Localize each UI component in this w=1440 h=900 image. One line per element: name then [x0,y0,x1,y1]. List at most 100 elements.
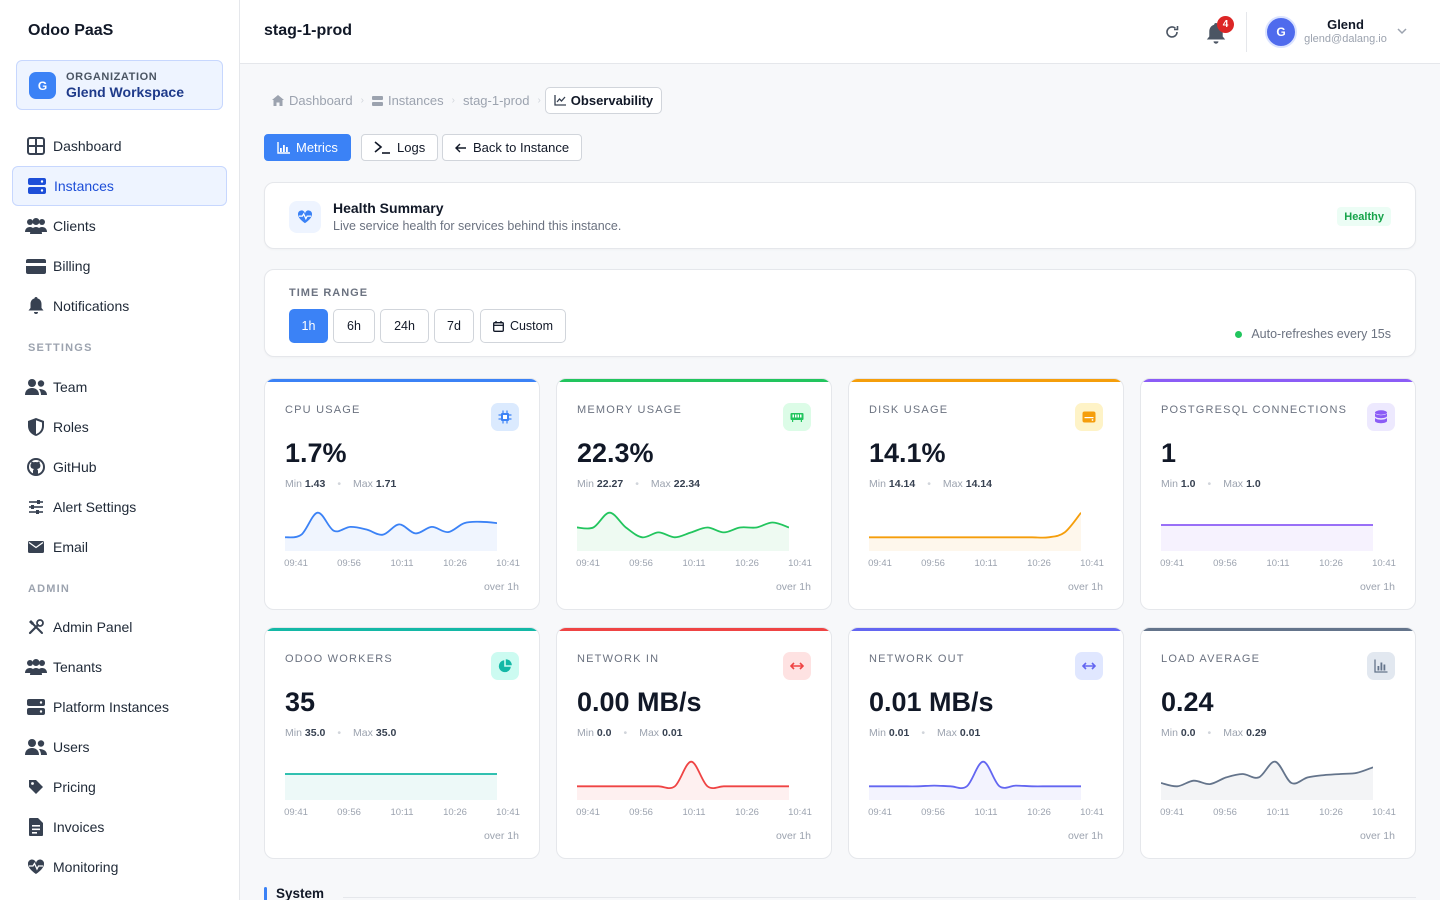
auto-refresh-label: Auto-refreshes every 15s [1251,327,1391,341]
breadcrumb-dashboard[interactable]: Dashboard [264,87,361,114]
min-label: Min [1161,478,1178,490]
sidebar-item-dashboard[interactable]: Dashboard [12,126,227,166]
health-subtitle: Live service health for services behind … [333,219,622,233]
sparkline-area [285,774,497,800]
breadcrumb-observability: Observability [544,87,663,114]
sidebar-item-github[interactable]: GitHub [12,447,227,487]
sparkline-chart [1161,760,1373,800]
team-icon [25,376,47,398]
custom-label: Custom [509,319,554,333]
tab-label: Metrics [296,140,338,155]
card-accent-bar [849,379,1123,382]
metric-min-max: Min 0.01 • Max 0.01 [869,727,980,739]
notification-count-badge: 4 [1217,16,1234,33]
breadcrumb-instance[interactable]: stag-1-prod [455,87,537,114]
users-icon [25,215,47,237]
time-range-24h[interactable]: 24h [380,309,429,343]
min-label: Min [869,727,886,739]
sidebar-item-label: Monitoring [53,859,119,875]
tag-icon [25,776,47,798]
sparkline-area [869,761,1081,800]
sidebar-item-label: Instances [54,178,114,194]
refresh-button[interactable] [1160,20,1184,44]
max-value: 14.14 [965,478,993,490]
metric-value: 22.3% [577,438,654,468]
sidebar-item-alert-settings[interactable]: Alert Settings [12,487,227,527]
x-tick-label: 10:41 [1080,807,1104,818]
sidebar-item-clients[interactable]: Clients [12,206,227,246]
separator-dot: • [1207,727,1212,739]
metric-title: DISK USAGE [869,404,949,416]
x-tick-label: 10:11 [974,807,998,818]
organization-switcher[interactable]: G ORGANIZATION Glend Workspace [16,60,223,110]
breadcrumb-instances[interactable]: Instances [364,87,452,114]
shield-icon [25,416,47,438]
metric-card-load-average: LOAD AVERAGE 0.24 Min 0.0 • Max 0.29 09:41 09:56… [1140,627,1416,859]
max-label: Max [942,478,963,490]
sidebar-item-team[interactable]: Team [12,367,227,407]
sidebar-item-pricing[interactable]: Pricing [12,767,227,807]
server-icon [26,175,48,197]
notifications-button[interactable]: 4 [1204,16,1234,46]
sidebar-item-tenants[interactable]: Tenants [12,647,227,687]
section-header-system: System [264,886,324,900]
time-range-7d[interactable]: 7d [434,309,474,343]
team-icon [25,736,47,758]
button-label: Back to Instance [473,140,570,155]
sidebar-item-invoices[interactable]: Invoices [12,807,227,847]
max-label: Max [353,727,373,739]
topbar: stag-1-prod 4 G Glend glend@dalang.io [240,0,1440,64]
tab-metrics[interactable]: Metrics [264,134,351,161]
server-icon [371,95,383,106]
section-title: System [276,886,325,900]
sparkline-chart [577,511,789,551]
separator-dot: • [927,478,931,490]
sidebar-item-roles[interactable]: Roles [12,407,227,447]
metric-value: 35 [285,687,316,717]
time-window-label: over 1h [483,581,519,593]
x-tick-label: 10:41 [1080,558,1104,569]
max-value: 0.01 [662,727,683,739]
time-range-6h[interactable]: 6h [333,309,375,343]
sidebar-item-label: Roles [53,419,89,435]
sidebar-item-platform-instances[interactable]: Platform Instances [12,687,227,727]
card-accent-bar [265,379,539,382]
sidebar: Odoo PaaS G ORGANIZATION Glend Workspace… [0,0,240,900]
x-tick-label: 10:26 [443,807,467,818]
org-label: ORGANIZATION [66,71,158,83]
time-window-label: over 1h [775,581,811,593]
metric-min-max: Min 22.27 • Max 22.34 [577,478,700,490]
sidebar-item-notifications[interactable]: Notifications [12,286,227,326]
breadcrumb-label: Instances [387,93,444,108]
time-range-custom[interactable]: Custom [480,309,566,343]
user-avatar[interactable]: G [1265,16,1297,48]
max-value: 0.29 [1246,727,1267,739]
auto-refresh-status: Auto-refreshes every 15s [1235,327,1391,341]
tab-logs[interactable]: Logs [361,134,439,161]
x-tick-label: 10:11 [1266,558,1290,569]
home-icon [272,95,284,106]
sidebar-item-monitoring[interactable]: Monitoring [12,847,227,887]
back-to-instance-button[interactable]: Back to Instance [442,134,583,161]
max-label: Max [353,478,373,490]
arrows-horizontal-icon [783,652,811,680]
min-label: Min [1161,727,1178,739]
chevron-down-icon[interactable] [1395,24,1409,38]
user-name[interactable]: Glend [1327,17,1364,32]
heartbeat-icon [289,201,321,233]
x-tick-label: 09:41 [868,807,892,818]
brand-name[interactable]: Odoo PaaS [28,22,114,39]
terminal-icon [374,141,391,154]
org-avatar: G [29,72,56,99]
sidebar-item-users[interactable]: Users [12,727,227,767]
sidebar-item-email[interactable]: Email [12,527,227,567]
sparkline-chart [869,760,1081,800]
live-indicator-dot [1235,330,1243,338]
bar-chart-icon [1367,652,1395,680]
sidebar-item-billing[interactable]: Billing [12,246,227,286]
sidebar-item-admin-panel[interactable]: Admin Panel [12,607,227,647]
x-tick-label: 09:41 [1160,558,1184,569]
x-tick-label: 10:26 [1319,807,1343,818]
time-range-1h[interactable]: 1h [289,309,328,343]
sidebar-item-instances[interactable]: Instances [12,166,227,206]
